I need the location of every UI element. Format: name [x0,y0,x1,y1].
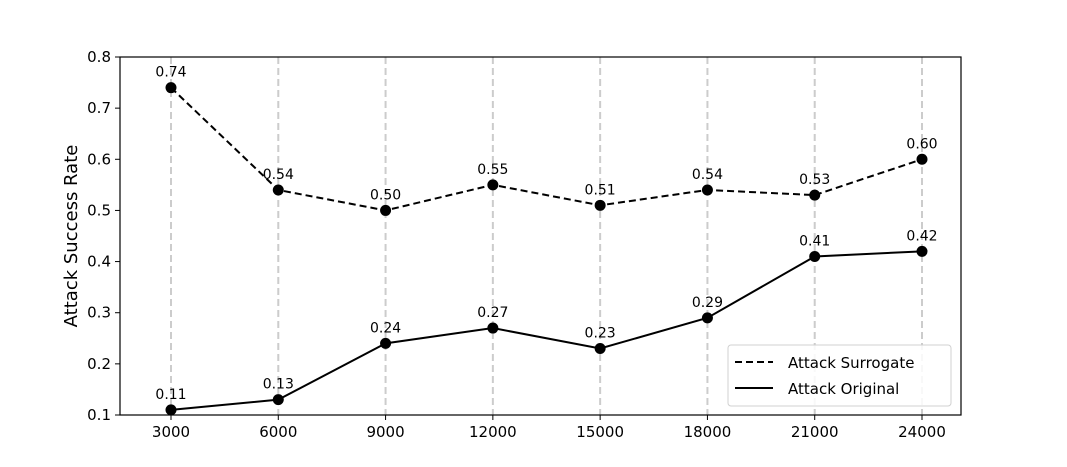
y-tick-label: 0.2 [87,355,111,373]
data-point [272,394,284,406]
x-tick-label: 9000 [366,423,404,441]
data-label: 0.27 [477,305,508,321]
data-point [594,343,606,355]
data-point [272,184,284,196]
data-point [701,312,713,324]
data-label: 0.60 [906,136,937,152]
data-point [165,404,177,416]
data-point [380,204,392,216]
data-label: 0.23 [585,326,616,342]
data-label: 0.42 [906,228,937,244]
legend-box [727,344,952,407]
data-label: 0.24 [370,320,401,336]
y-axis-label: Attack Success Rate [61,145,82,328]
legend: Attack Surrogate Attack Original [727,344,952,407]
legend-label: Attack Original [788,380,899,398]
data-point [916,153,928,165]
data-label: 0.74 [155,65,186,81]
x-tick-label: 15000 [576,423,624,441]
data-label: 0.53 [799,172,830,188]
data-label: 0.54 [263,167,294,183]
x-tick-label: 18000 [684,423,732,441]
data-point [916,245,928,257]
y-tick-label: 0.1 [87,406,111,424]
data-point [701,184,713,196]
data-label: 0.29 [692,295,723,311]
y-tick-label: 0.3 [87,304,111,322]
data-label: 0.41 [799,233,830,249]
plot-frame [119,56,962,416]
data-label: 0.11 [155,387,186,403]
y-tick-label: 0.6 [87,150,111,168]
data-point [809,250,821,262]
x-tick-label: 21000 [791,423,839,441]
data-point [594,199,606,211]
data-point [380,337,392,349]
x-tick-label: 24000 [898,423,946,441]
data-point [809,189,821,201]
y-tick-label: 0.7 [87,99,111,117]
y-tick-label: 0.5 [87,201,111,219]
series-line-1 [170,250,923,411]
data-label: 0.54 [692,167,723,183]
y-tick-label: 0.4 [87,253,111,271]
x-tick-label: 3000 [152,423,190,441]
data-point [487,322,499,334]
data-point [165,82,177,94]
x-tick-label: 12000 [469,423,517,441]
data-label: 0.55 [477,162,508,178]
legend-label: Attack Surrogate [788,354,914,372]
data-label: 0.50 [370,187,401,203]
series-line-0 [170,86,923,212]
x-tick-label: 6000 [259,423,297,441]
data-label: 0.13 [263,377,294,393]
data-label: 0.51 [585,182,616,198]
data-point [487,179,499,191]
y-tick-label: 0.8 [87,48,111,66]
